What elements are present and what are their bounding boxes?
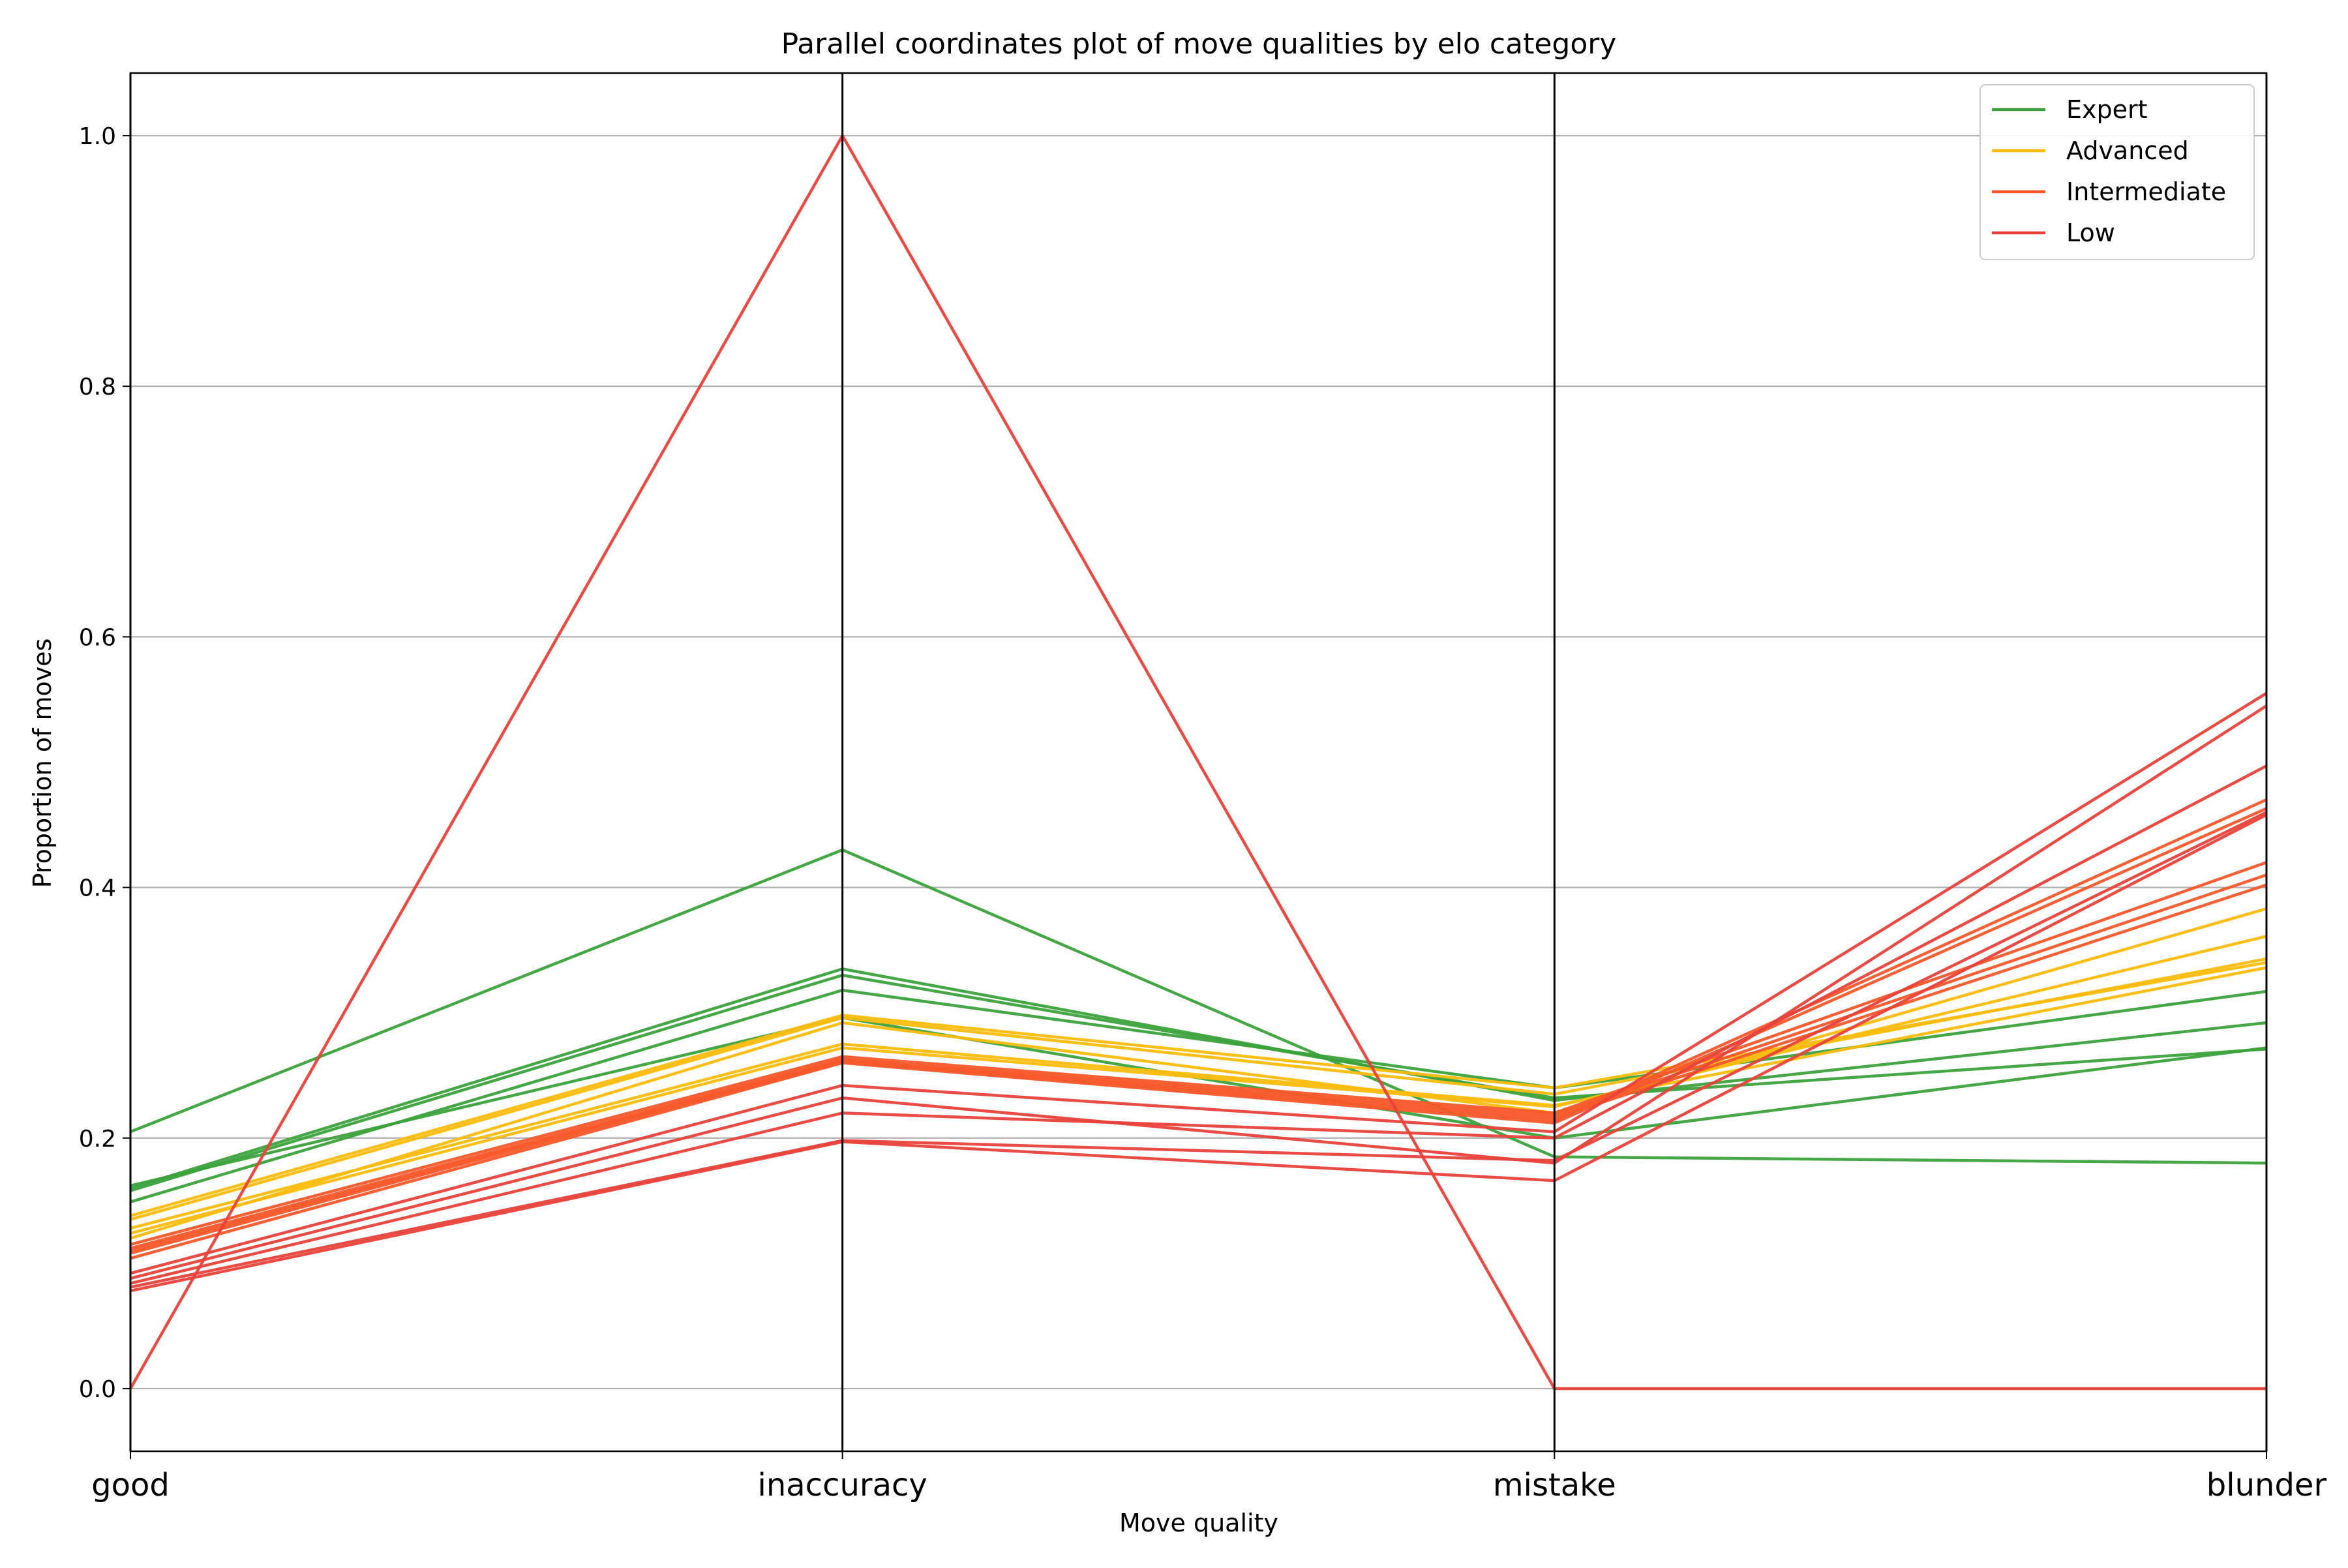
y-tick-label-5: 1.0: [79, 123, 116, 150]
legend-label-advanced: Advanced: [2066, 136, 2189, 165]
series-line-advanced-5: [130, 907, 2267, 1240]
series-line-low-3: [130, 704, 2268, 1280]
series-line-intermediate-1: [130, 861, 2267, 1246]
x-axis-label: Move quality: [1119, 1509, 1278, 1537]
series-line-expert-3: [130, 973, 2267, 1192]
legend-label-expert: Expert: [2066, 95, 2148, 124]
y-axis-label: Proportion of moves: [28, 639, 57, 888]
x-tick-label-blunder: blunder: [2206, 1467, 2327, 1503]
y-tick-label-4: 0.8: [79, 374, 116, 400]
series-line-low-4: [130, 764, 2268, 1285]
legend-label-low: Low: [2066, 219, 2115, 247]
chart-title: Parallel coordinates plot of move qualit…: [781, 27, 1617, 61]
x-ticks: good inaccuracy mistake blunder: [91, 1451, 2326, 1503]
series-line-intermediate-2: [130, 873, 2267, 1250]
series-line-low-5: [130, 811, 2267, 1289]
series-line-advanced-2: [130, 957, 2267, 1221]
series-line-intermediate-3: [130, 883, 2267, 1252]
series-line-intermediate-5: [130, 807, 2267, 1260]
legend-box: [1979, 84, 2255, 260]
y-tick-label-2: 0.4: [79, 875, 116, 902]
series-line-intermediate-4: [130, 798, 2267, 1255]
legend-label-intermediate: Intermediate: [2066, 177, 2226, 206]
series-line-expert-1: [130, 848, 2267, 1165]
y-ticks: 0.0 0.2 0.4 0.6 0.8 1.0: [79, 123, 130, 1403]
series-line-advanced-4: [130, 935, 2267, 1235]
series-line-expert-2: [130, 967, 2267, 1190]
series-line-advanced-3: [130, 966, 2267, 1230]
y-tick-label-0: 0.0: [79, 1376, 116, 1403]
series-line-low-6: [130, 813, 2268, 1293]
series-line-low-2: [130, 691, 2268, 1275]
x-tick-label-good: good: [91, 1467, 170, 1503]
y-tick-label-3: 0.6: [79, 624, 116, 651]
legend: Expert Advanced Intermediate Low: [1979, 84, 2255, 260]
x-tick-label-mistake: mistake: [1493, 1467, 1616, 1503]
series-line-expert-4: [130, 988, 2267, 1203]
axes: [129, 72, 2268, 1453]
x-tick-label-inaccuracy: inaccuracy: [758, 1467, 927, 1503]
series-lines: [129, 134, 2268, 1391]
y-tick-label-1: 0.2: [79, 1126, 116, 1153]
series-line-low-1: [129, 134, 2266, 1391]
